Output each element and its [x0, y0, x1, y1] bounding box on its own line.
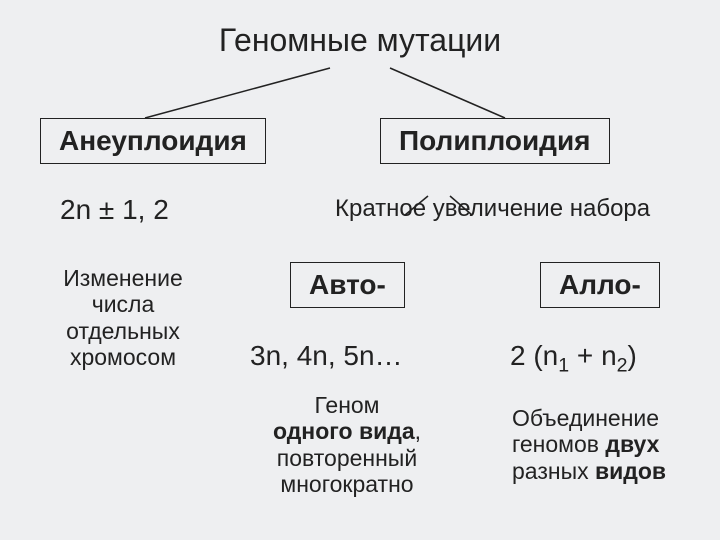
- aneu-desc-line3: отдельных: [66, 318, 180, 344]
- auto-desc-l1: Геном: [314, 392, 379, 418]
- auto-desc-l4: многократно: [280, 471, 413, 497]
- auto-desc-l3: повторенный: [277, 445, 417, 471]
- aneuploidy-formula: 2n ± 1, 2: [60, 195, 169, 226]
- allo-formula: 2 (n1 + n2): [510, 340, 637, 372]
- auto-desc-l2a: одного вида: [273, 418, 415, 444]
- allo-formula-suffix: ): [628, 340, 637, 371]
- aneu-desc-line4: хромосом: [70, 344, 176, 370]
- allo-desc-l3b: видов: [595, 458, 666, 484]
- aneu-desc-line1: Изменение: [63, 265, 183, 291]
- auto-description: Геном одного вида, повторенный многократ…: [257, 392, 437, 498]
- aneu-desc-line2: числа: [92, 291, 155, 317]
- aneuploidy-box: Анеуплоидия: [40, 118, 266, 164]
- polyploidy-subtitle: Кратное увеличение набора: [335, 195, 650, 223]
- allo-desc-l1: Объединение: [512, 405, 659, 431]
- allo-formula-sub2: 2: [617, 355, 628, 377]
- diagram-stage: Геномные мутации Анеуплоидия Полиплоидия…: [0, 0, 720, 540]
- polyploidy-box: Полиплоидия: [380, 118, 610, 164]
- aneuploidy-description: Изменение числа отдельных хромосом: [43, 265, 203, 371]
- allo-box: Алло-: [540, 262, 660, 308]
- allo-formula-prefix: 2 (n: [510, 340, 558, 371]
- diagram-title: Геномные мутации: [0, 22, 720, 59]
- allo-desc-l2a: геномов: [512, 431, 605, 457]
- auto-formula: 3n, 4n, 5n…: [250, 340, 403, 372]
- allo-desc-l2b: двух: [605, 431, 659, 457]
- allo-desc-l3a: разных: [512, 458, 595, 484]
- auto-desc-l2b: ,: [415, 418, 421, 444]
- allo-description: Объединение геномов двух разных видов: [512, 405, 712, 484]
- allo-formula-sub1: 1: [558, 355, 569, 377]
- auto-box: Авто-: [290, 262, 405, 308]
- allo-formula-mid: + n: [569, 340, 616, 371]
